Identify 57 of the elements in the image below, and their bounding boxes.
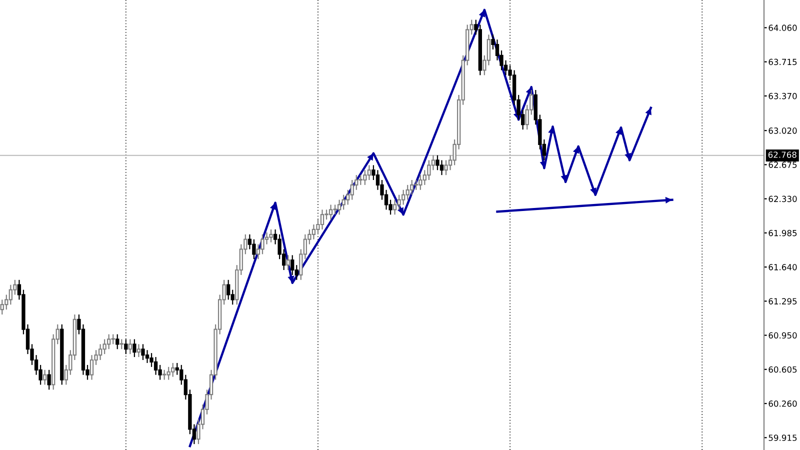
candlestick: [141, 344, 145, 361]
y-tick-label: 63.020: [768, 128, 797, 134]
candlestick: [226, 279, 230, 300]
y-tick-label: 60.950: [768, 332, 797, 339]
candlestick: [98, 344, 102, 361]
y-tick-label: 59.915: [768, 434, 797, 441]
candlestick: [42, 369, 47, 386]
candlestick: [418, 174, 422, 190]
y-tick-label: 64.060: [768, 24, 797, 31]
candlestick: [269, 228, 273, 243]
candlestick: [406, 184, 410, 200]
candlestick: [111, 334, 115, 345]
y-tick-label: 60.260: [768, 400, 797, 407]
candlestick: [350, 179, 354, 200]
candlestick: [414, 179, 418, 190]
candlestick: [116, 334, 120, 350]
y-tick-label: 60.605: [768, 366, 797, 373]
candlestick: [392, 199, 397, 216]
candlestick: [342, 194, 346, 210]
candlestick: [132, 338, 136, 358]
y-tick-label: 61.295: [768, 298, 797, 304]
candlestick: [367, 164, 372, 181]
candlestick: [171, 362, 175, 378]
candlestick: [333, 204, 337, 216]
candlestick: [286, 254, 290, 271]
candlestick: [440, 160, 444, 176]
y-tick-label: 62.675: [768, 162, 797, 168]
candlestick: [328, 204, 333, 220]
candlestick: [410, 179, 414, 196]
candlestick: [145, 350, 150, 364]
candlestick: [124, 338, 128, 355]
candlestick: [136, 344, 141, 358]
candlestick: [337, 199, 342, 216]
y-tick-label: 62.330: [768, 196, 797, 202]
candlestick: [8, 284, 13, 306]
candlestick: [427, 160, 431, 181]
y-tick-label: 63.370: [768, 92, 797, 100]
candlestick: [90, 354, 94, 380]
candlestick: [120, 338, 124, 350]
candlestick: [47, 369, 51, 390]
y-tick-label: 61.985: [768, 230, 797, 236]
candlestick: [260, 234, 264, 255]
y-tick-label: 63.715: [768, 58, 797, 66]
candlestick: [320, 209, 324, 230]
candlestick: [312, 224, 316, 240]
candlestick: [252, 238, 256, 260]
candlestick: [128, 338, 132, 355]
y-tick-label: 61.640: [768, 264, 797, 270]
candlestick: [290, 254, 294, 276]
candlestick: [162, 369, 166, 380]
candlestick: [436, 154, 440, 171]
line-series: [188, 8, 652, 448]
candlestick: [166, 366, 170, 380]
ref-line-label: 62.768: [768, 152, 796, 158]
candlestick: [444, 160, 448, 176]
candlestick: [0, 299, 4, 316]
candlestick: [154, 356, 158, 376]
